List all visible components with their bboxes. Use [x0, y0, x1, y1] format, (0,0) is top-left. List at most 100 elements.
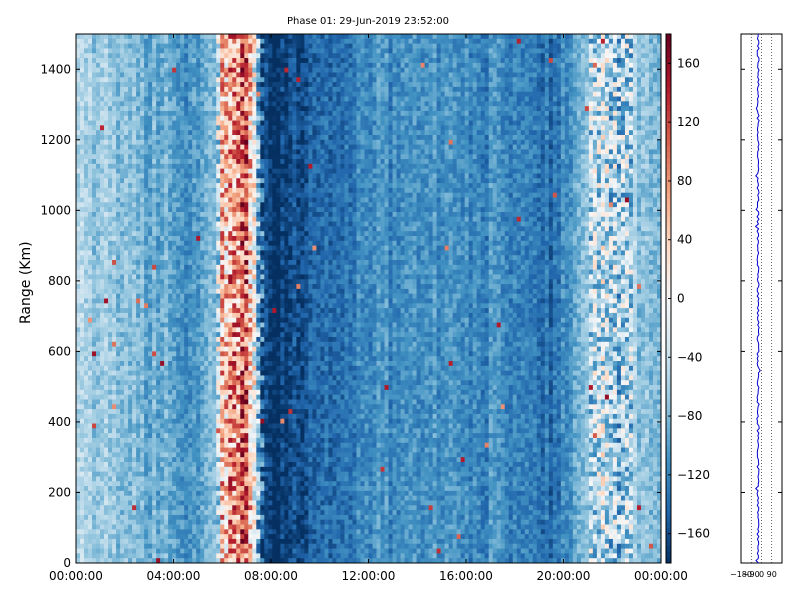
heatmap-cell [172, 538, 177, 545]
heatmap-cell [228, 255, 233, 261]
heatmap-cell [116, 529, 121, 535]
heatmap-cell [220, 183, 225, 189]
heatmap-cell [128, 139, 133, 146]
heatmap-cell [104, 139, 109, 146]
heatmap-cell [100, 96, 105, 102]
heatmap-cell [216, 149, 221, 155]
heatmap-cell [248, 293, 253, 299]
heatmap-cell [104, 34, 109, 40]
heatmap-cell [228, 106, 233, 112]
heatmap-cell [132, 437, 137, 444]
heatmap-cell [228, 370, 233, 376]
heatmap-cell [160, 58, 165, 64]
heatmap-cell [232, 361, 237, 367]
heatmap-cell [108, 202, 113, 208]
heatmap-cell [160, 240, 165, 246]
heatmap-cell [188, 183, 193, 189]
heatmap-cell [240, 62, 245, 69]
heatmap-cell [180, 53, 185, 59]
heatmap-cell [144, 187, 149, 194]
heatmap-cell [236, 413, 241, 420]
heatmap-cell [92, 447, 97, 453]
heatmap-cell [88, 409, 93, 415]
heatmap-cell [232, 524, 237, 530]
heatmap-cell [128, 250, 133, 256]
heatmap-cell [196, 538, 201, 545]
heatmap-cell [88, 317, 93, 323]
heatmap-cell [192, 351, 197, 357]
heatmap-cell [112, 82, 117, 88]
heatmap-cell [252, 144, 257, 150]
heatmap-cell [188, 404, 193, 410]
heatmap-cell [256, 72, 261, 78]
heatmap-cell [180, 134, 185, 141]
heatmap-cell [148, 399, 153, 405]
heatmap-cell [160, 423, 165, 429]
heatmap-cell [92, 490, 97, 497]
heatmap-cell [104, 409, 109, 415]
heatmap-cell [208, 77, 213, 83]
heatmap-cell [124, 346, 129, 352]
heatmap-cell [224, 115, 229, 121]
heatmap-cell [236, 106, 241, 112]
heatmap-cell [100, 476, 105, 482]
heatmap-cell [128, 510, 133, 516]
heatmap-cell [124, 72, 129, 78]
heatmap-cell [120, 471, 125, 477]
heatmap-cell [188, 48, 193, 54]
heatmap-cell [152, 495, 157, 501]
heatmap-cell [176, 514, 181, 521]
heatmap-cell [92, 312, 97, 319]
heatmap-cell [208, 534, 213, 540]
heatmap-cell [240, 91, 245, 97]
heatmap-cell [180, 235, 185, 242]
heatmap-cell [224, 428, 229, 434]
heatmap-cell [248, 534, 253, 540]
heatmap-cell [216, 413, 221, 420]
heatmap-cell [208, 192, 213, 198]
heatmap-cell [120, 178, 125, 184]
heatmap-cell [204, 332, 209, 338]
heatmap-cell [224, 235, 229, 242]
heatmap-cell [236, 82, 241, 88]
heatmap-cell [148, 505, 153, 511]
heatmap-cell [152, 375, 157, 381]
heatmap-cell [224, 471, 229, 477]
heatmap-cell [80, 240, 85, 246]
heatmap-cell [100, 115, 105, 121]
heatmap-cell [160, 356, 165, 362]
heatmap-cell [108, 120, 113, 126]
heatmap-cell [160, 409, 165, 415]
heatmap-cell [236, 91, 241, 97]
heatmap-cell [96, 543, 101, 549]
heatmap-cell [128, 389, 133, 396]
heatmap-cell [156, 255, 161, 261]
heatmap-cell [116, 293, 121, 299]
heatmap-cell [180, 514, 185, 521]
heatmap-cell [192, 519, 197, 525]
heatmap-cell [244, 58, 249, 64]
heatmap-cell [240, 226, 245, 232]
heatmap-cell [92, 442, 97, 448]
heatmap-cell [84, 385, 89, 391]
heatmap-cell [108, 192, 113, 198]
heatmap-cell [244, 394, 249, 400]
heatmap-cell [184, 341, 189, 347]
heatmap-cell [168, 514, 173, 521]
heatmap-cell [104, 543, 109, 549]
heatmap-cell [76, 168, 81, 174]
heatmap-cell [84, 245, 89, 251]
heatmap-cell [152, 543, 157, 549]
heatmap-cell [92, 211, 97, 218]
heatmap-cell [224, 322, 229, 328]
heatmap-cell [204, 274, 209, 280]
heatmap-cell [208, 110, 213, 117]
heatmap-cell [228, 250, 233, 256]
heatmap-cell [132, 428, 137, 434]
heatmap-cell [168, 351, 173, 357]
heatmap-cell [180, 216, 185, 222]
heatmap-cell [136, 481, 141, 487]
heatmap-cell [108, 361, 113, 367]
heatmap-cell [104, 58, 109, 64]
heatmap-cell [152, 481, 157, 487]
